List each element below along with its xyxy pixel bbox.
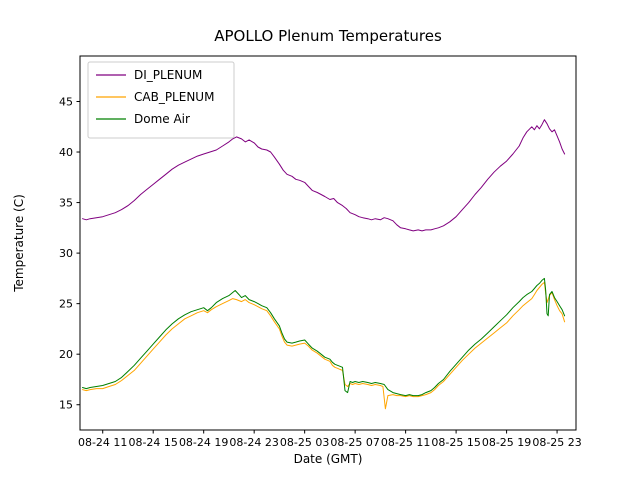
chart-title: APOLLO Plenum Temperatures xyxy=(214,27,442,45)
x-tick-label: 08-24 15 xyxy=(128,436,177,449)
axes-frame xyxy=(79,55,577,431)
y-tick-label: 35 xyxy=(59,197,73,210)
legend: DI_PLENUM CAB_PLENUM Dome Air xyxy=(87,61,235,139)
x-tick-label: 08-25 11 xyxy=(381,436,430,449)
x-tick-label: 08-24 23 xyxy=(229,436,278,449)
x-tick-label: 08-24 19 xyxy=(179,436,228,449)
series-line-dome-air xyxy=(82,277,566,397)
y-axis-label: Temperature (C) xyxy=(12,194,26,293)
x-tick-label: 08-25 19 xyxy=(482,436,531,449)
y-tick-label: 45 xyxy=(59,95,73,108)
x-tick-label: 08-25 15 xyxy=(431,436,480,449)
y-tick-label: 40 xyxy=(59,146,73,159)
x-tick-label: 08-25 07 xyxy=(330,436,379,449)
y-tick-label: 30 xyxy=(59,247,73,260)
legend-label: DI_PLENUM xyxy=(134,68,202,82)
x-tick-label: 08-25 03 xyxy=(280,436,329,449)
series-line-di-plenum xyxy=(82,119,566,232)
x-tick-label: 08-24 11 xyxy=(78,436,127,449)
legend-label: Dome Air xyxy=(134,112,190,126)
legend-label: CAB_PLENUM xyxy=(134,90,214,104)
x-tick-label: 08-25 23 xyxy=(532,436,581,449)
x-axis-label: Date (GMT) xyxy=(294,452,363,466)
y-tick-label: 20 xyxy=(59,348,73,361)
y-tick-label: 25 xyxy=(59,298,73,311)
y-tick-label: 15 xyxy=(59,399,73,412)
